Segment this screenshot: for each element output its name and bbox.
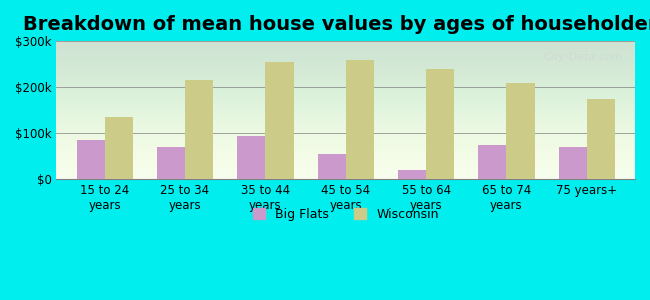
Bar xyxy=(558,147,587,179)
Bar xyxy=(157,147,185,179)
Bar xyxy=(105,117,133,179)
Bar xyxy=(265,62,294,179)
Bar xyxy=(346,60,374,179)
Legend: Big Flats, Wisconsin: Big Flats, Wisconsin xyxy=(248,203,444,226)
Bar xyxy=(478,145,506,179)
Bar xyxy=(506,82,534,179)
Bar xyxy=(237,136,265,179)
Bar xyxy=(318,154,346,179)
Bar xyxy=(398,170,426,179)
Bar xyxy=(77,140,105,179)
Bar xyxy=(185,80,213,179)
Text: City-Data.com: City-Data.com xyxy=(544,52,623,62)
Bar xyxy=(426,69,454,179)
Title: Breakdown of mean house values by ages of householders: Breakdown of mean house values by ages o… xyxy=(23,15,650,34)
Bar xyxy=(587,99,615,179)
